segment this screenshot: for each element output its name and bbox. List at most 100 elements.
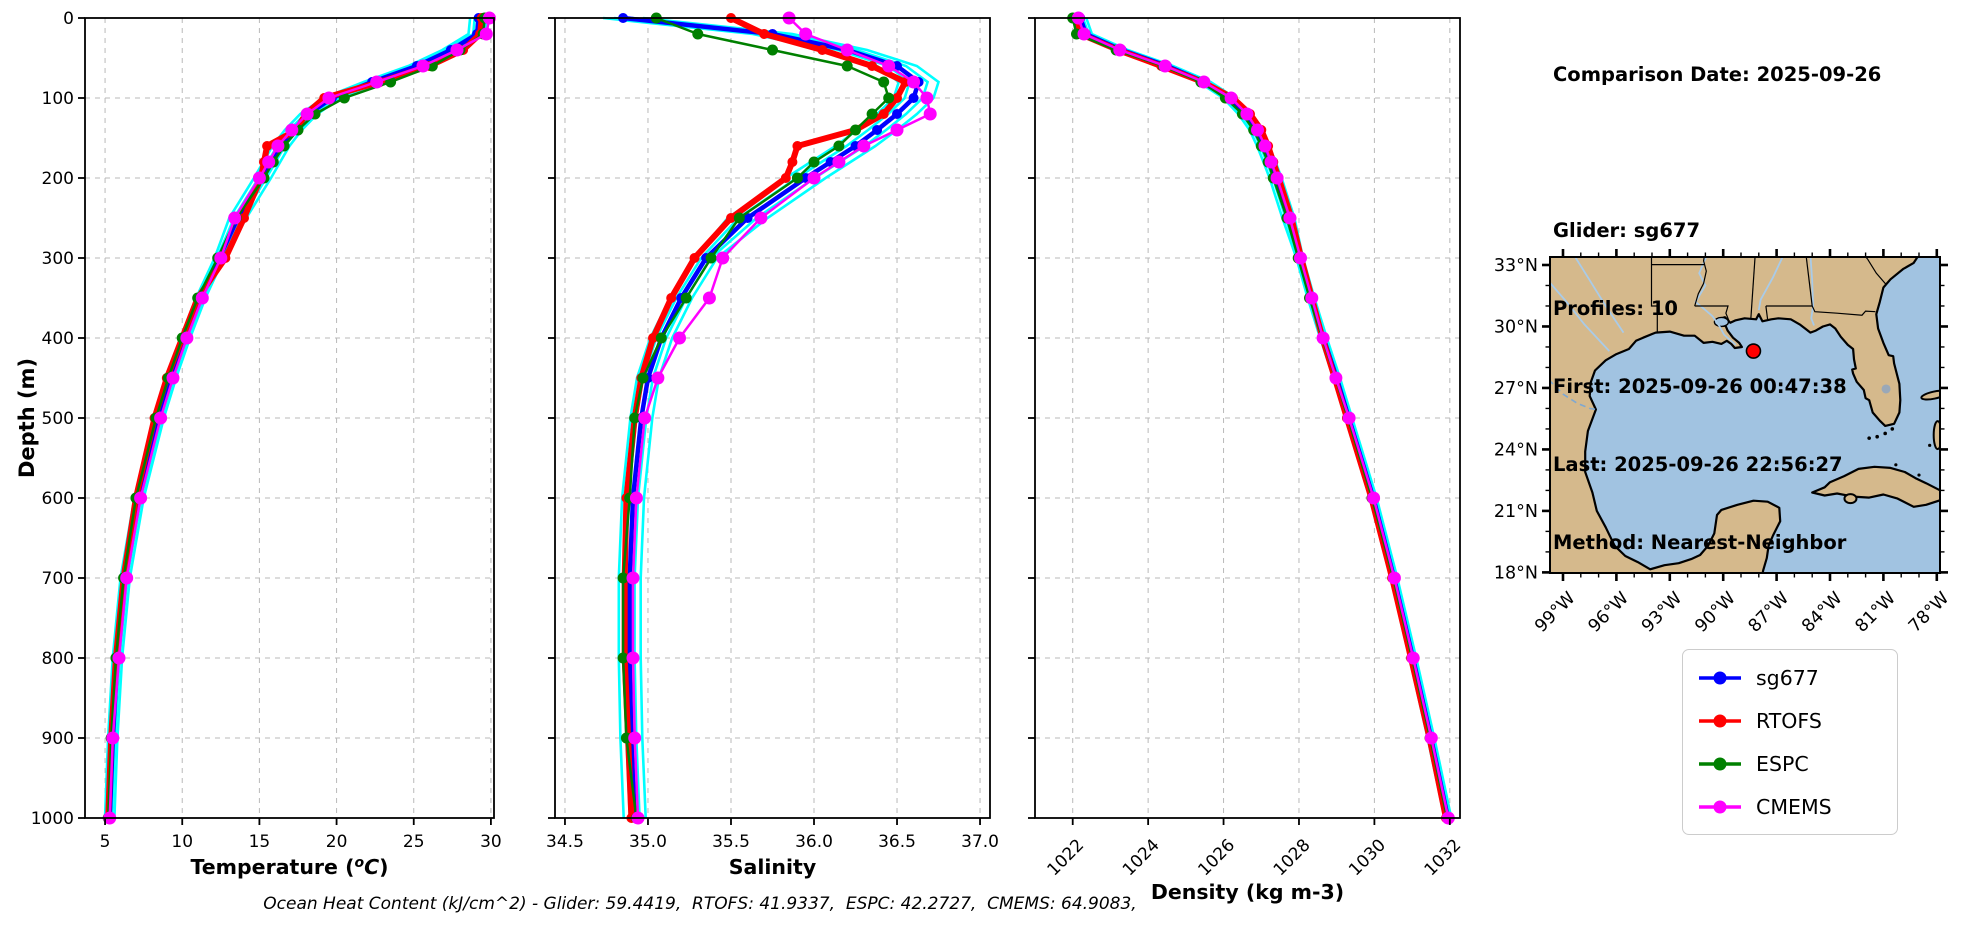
legend-swatch-line-marker-icon [1699, 757, 1741, 770]
legend-item-sg677: sg677 [1697, 657, 1897, 699]
state-boundary [1650, 257, 1658, 332]
mainland-landmass [1550, 257, 1919, 573]
state-boundary [1694, 305, 1731, 324]
x-tick-label: 35.5 [712, 832, 750, 852]
depth-tick-label: 500 [42, 409, 74, 429]
density-panel: 1022 1024 1026 1028 1030 1032 Density (kg m-3) [1028, 11, 1465, 904]
x-tick-label: 30 [480, 832, 502, 852]
florida-keys-island [1890, 427, 1895, 431]
lake-okeechobee [1881, 384, 1891, 394]
x-tick-label: 35.0 [629, 832, 667, 852]
glider-location-marker [1745, 343, 1762, 359]
profiles-count-text: Profiles: 10 [1553, 297, 1678, 320]
cay-island [1917, 473, 1921, 477]
river [1757, 257, 1784, 311]
temperature-axis-label: Temperature (oC) [190, 855, 388, 879]
gulf-of-mexico-map: 33°N30°N27°N24°N21°N18°N99°W 96°W 93°W 90°W… [1494, 249, 1953, 637]
x-tick-label: 1028 [1270, 835, 1315, 880]
river [1550, 281, 1610, 352]
spacer [1553, 140, 1881, 166]
florida-keys-island [1875, 434, 1879, 439]
x-tick-label: 15 [249, 832, 271, 852]
lat-tick-label: 18°N [1494, 563, 1538, 583]
x-tick-label: 20 [326, 832, 348, 852]
depth-tick-label: 900 [42, 729, 74, 749]
florida-keys-island [1867, 436, 1871, 440]
series-ESPC [617, 12, 895, 824]
x-tick-label: 34.5 [546, 832, 584, 852]
river [1809, 257, 1815, 326]
legend-label: RTOFS [1756, 708, 1822, 733]
lat-tick-label: 30°N [1494, 317, 1538, 337]
depth-tick-label: 100 [42, 89, 74, 109]
map-canvas [1550, 257, 1940, 573]
legend-label: ESPC [1756, 751, 1809, 776]
first-timestamp-text: First: 2025-09-26 00:47:38 [1553, 375, 1847, 398]
depth-tick-label: 0 [63, 9, 74, 29]
x-tick-label: 1026 [1194, 835, 1239, 880]
state-boundary [1805, 257, 1813, 307]
state-boundary [1750, 257, 1756, 320]
depth-tick-label: 700 [42, 569, 74, 589]
salinity-panel: 34.5 35.0 35.5 36.0 36.5 37.0 Salinity [546, 11, 999, 879]
glider-profile-line [113, 17, 489, 819]
x-tick-label: 5 [100, 832, 111, 852]
density-axis-label: Density (kg m-3) [1151, 880, 1344, 904]
method-text: Method: Nearest-Neighbor [1553, 531, 1847, 554]
depth-tick-label: 400 [42, 329, 74, 349]
legend-item-cmems: CMEMS [1697, 786, 1897, 828]
x-tick-label: 25 [403, 832, 425, 852]
x-tick-label: 1024 [1119, 835, 1164, 880]
lon-tick-label: 78°W [1905, 588, 1953, 636]
x-tick-label: 10 [171, 832, 193, 852]
legend-swatch-line-marker-icon [1699, 714, 1741, 727]
map-border [1549, 256, 1941, 574]
island [1843, 493, 1858, 505]
legend-swatch-line-marker-icon [1699, 671, 1741, 684]
x-tick-label: 1030 [1345, 835, 1390, 880]
x-tick-label: 36.0 [795, 832, 833, 852]
bahamas-island [1920, 389, 1940, 401]
legend: sg677 RTOFS ESPC CMEMS [1682, 649, 1898, 835]
rio-grande-border [1550, 379, 1597, 411]
metadata-block: Comparison Date: 2025-09-26 Glider: sg67… [1553, 10, 1881, 608]
lat-tick-label: 33°N [1494, 256, 1538, 276]
legend-item-espc: ESPC [1697, 743, 1897, 785]
last-timestamp-text: Last: 2025-09-26 22:56:27 [1553, 453, 1843, 476]
state-boundary [1865, 257, 1887, 285]
x-tick-label: 1022 [1044, 835, 1089, 880]
glider-name-text: Glider: sg677 [1553, 219, 1701, 242]
legend-label: CMEMS [1756, 794, 1832, 819]
state-boundary [1765, 305, 1769, 321]
series-CMEMS [103, 11, 496, 825]
cay-island [1894, 463, 1898, 467]
lat-tick-label: 24°N [1494, 440, 1538, 460]
lat-tick-label: 27°N [1494, 379, 1538, 399]
ohc-footer-text: Ocean Heat Content (kJ/cm^2) - Glider: 5… [263, 894, 1137, 914]
depth-tick-label: 1000 [31, 809, 74, 829]
state-boundary [1811, 305, 1876, 316]
river [1694, 257, 1737, 346]
depth-tick-label: 300 [42, 249, 74, 269]
comparison-date-text: Comparison Date: 2025-09-26 [1553, 63, 1882, 86]
glider-profile-line [639, 16, 941, 819]
depth-tick-label: 200 [42, 169, 74, 189]
cuba-landmass [1811, 465, 1940, 508]
series-CMEMS [626, 11, 937, 825]
x-tick-label: 37.0 [961, 832, 999, 852]
cay-island [1928, 443, 1932, 447]
lat-tick-label: 21°N [1494, 502, 1538, 522]
state-boundary [1694, 257, 1707, 307]
x-tick-label: 36.5 [878, 832, 916, 852]
bahamas-island [1932, 420, 1940, 451]
florida-keys-island [1883, 431, 1887, 436]
legend-label: sg677 [1756, 665, 1819, 690]
river [1574, 257, 1625, 334]
depth-tick-label: 600 [42, 489, 74, 509]
salinity-axis-label: Salinity [729, 855, 816, 879]
depth-tick-label: 800 [42, 649, 74, 669]
legend-swatch-line-marker-icon [1699, 800, 1741, 813]
temperature-panel: 5 10 15 20 25 3001002003004005006007008009001… [15, 9, 502, 879]
